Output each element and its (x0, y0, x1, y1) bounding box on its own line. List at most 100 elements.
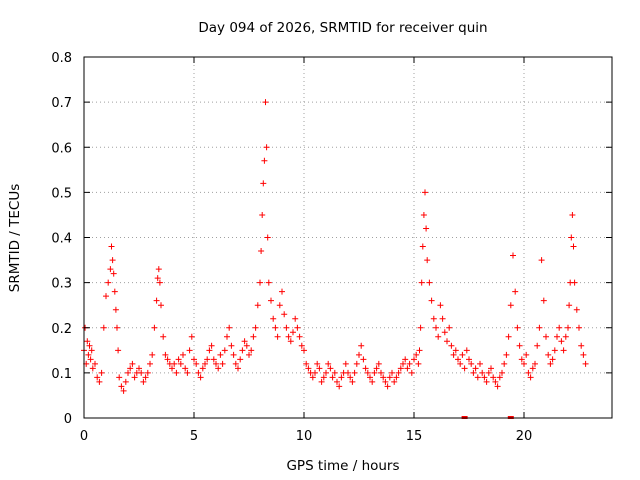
data-point (103, 293, 109, 300)
data-point (129, 360, 136, 367)
data-point (538, 257, 545, 264)
data-point (316, 365, 323, 372)
data-point (86, 342, 93, 349)
y-tick-label: 0.4 (51, 232, 72, 247)
data-point (384, 383, 391, 390)
data-point (151, 324, 158, 331)
data-point (433, 324, 439, 331)
data-point (389, 369, 395, 376)
data-point (474, 374, 481, 381)
data-point (545, 351, 552, 358)
y-tick-label: 0.1 (51, 367, 72, 382)
data-point (202, 360, 208, 367)
data-point (136, 365, 142, 372)
data-point (312, 369, 318, 376)
y-tick-label: 0.7 (51, 96, 72, 111)
data-point (156, 279, 163, 286)
data-point (347, 374, 354, 381)
data-point (191, 356, 197, 363)
data-point (290, 329, 296, 336)
y-tick-label: 0.3 (51, 277, 72, 292)
data-point (264, 234, 271, 241)
data-point (452, 347, 459, 354)
data-point (193, 360, 200, 367)
data-point (463, 347, 470, 354)
data-point (426, 279, 433, 286)
data-point (294, 324, 301, 331)
data-point (206, 347, 213, 354)
y-tick-label: 0.8 (51, 51, 72, 66)
data-point (107, 266, 114, 273)
data-point (153, 297, 160, 304)
data-point (336, 383, 343, 390)
data-point (160, 333, 167, 340)
data-point (481, 374, 488, 381)
data-point (265, 279, 272, 286)
data-point (88, 347, 95, 354)
data-point (566, 302, 573, 309)
data-point (182, 365, 189, 372)
data-point (499, 369, 505, 376)
data-point (320, 374, 327, 381)
data-point (540, 297, 547, 304)
data-point (558, 338, 565, 345)
data-point (485, 369, 492, 376)
data-point (298, 342, 305, 349)
data-point (430, 315, 437, 322)
data-point (155, 266, 162, 273)
data-point (437, 302, 444, 309)
data-point (243, 342, 250, 349)
data-point (382, 378, 389, 385)
data-point (472, 365, 479, 372)
data-point (416, 347, 423, 354)
data-point (351, 369, 358, 376)
data-point (301, 347, 307, 354)
data-point (358, 342, 365, 349)
data-point (450, 351, 457, 358)
data-point (246, 351, 252, 358)
x-tick-label: 0 (80, 429, 88, 444)
data-point (490, 374, 497, 381)
data-point (100, 324, 107, 331)
data-point (261, 157, 268, 164)
data-point (422, 189, 428, 196)
data-point (576, 324, 582, 331)
data-point (547, 360, 554, 367)
data-point (109, 257, 116, 264)
data-point (199, 365, 206, 372)
data-point (570, 243, 577, 250)
data-point (252, 324, 259, 331)
data-point (516, 342, 523, 349)
data-point (380, 374, 387, 381)
y-tick-label: 0.6 (51, 141, 72, 156)
data-point (371, 369, 378, 376)
data-point (360, 356, 367, 363)
data-point (309, 374, 316, 381)
data-point (210, 356, 217, 363)
data-point (441, 329, 448, 336)
data-point (342, 360, 349, 367)
data-point (525, 369, 532, 376)
data-point (147, 360, 153, 367)
data-point (367, 374, 373, 381)
data-point (215, 365, 222, 372)
data-point (169, 365, 175, 372)
data-point (186, 347, 193, 354)
axes: 0 0.1 0.2 0.3 0.4 0.5 0.6 0.7 0.8 0 5 10 15 20 (51, 51, 612, 444)
data-point (420, 211, 427, 218)
data-point (142, 374, 149, 381)
data-point (258, 248, 265, 255)
data-point (110, 270, 117, 277)
data-point (281, 311, 288, 318)
data-point (213, 360, 219, 367)
data-point (446, 324, 453, 331)
data-point (158, 302, 164, 309)
data-point (406, 360, 413, 367)
y-tick-label: 0 (64, 412, 72, 427)
data-point (554, 333, 560, 340)
data-point (331, 369, 338, 376)
data-point (149, 351, 156, 358)
data-point (395, 369, 402, 376)
data-point (418, 279, 425, 286)
data-point (364, 369, 371, 376)
